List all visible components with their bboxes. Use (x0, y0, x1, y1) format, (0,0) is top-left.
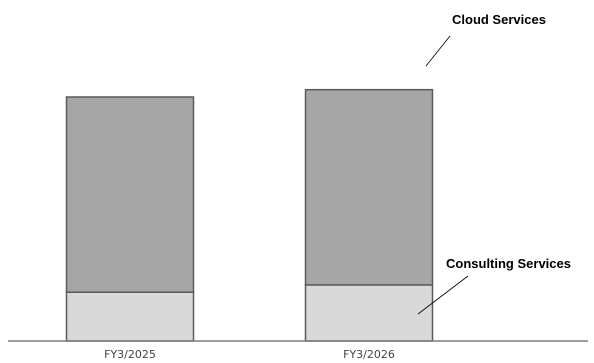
bar-cloud-services-fy3-2025 (65, 96, 195, 293)
tick-label-fy3-2026: FY3/2026 (343, 348, 395, 361)
callout-label-cloud-services: Cloud Services (452, 12, 546, 27)
callout-label-consulting-services: Consulting Services (446, 256, 571, 271)
x-axis-ticks: FY3/2025 FY3/2026 (104, 348, 395, 361)
bar-cloud-services-fy3-2026 (304, 88, 434, 286)
callout-line-cloud-services (425, 35, 451, 67)
bars-layer (65, 88, 434, 342)
bar-consulting-services-fy3-2025 (65, 291, 195, 342)
tick-label-fy3-2025: FY3/2025 (104, 348, 156, 361)
callout-line-consulting-services (417, 275, 469, 315)
bar-consulting-services-fy3-2026 (304, 284, 434, 342)
callouts-layer: Cloud Services Consulting Services (417, 12, 571, 315)
